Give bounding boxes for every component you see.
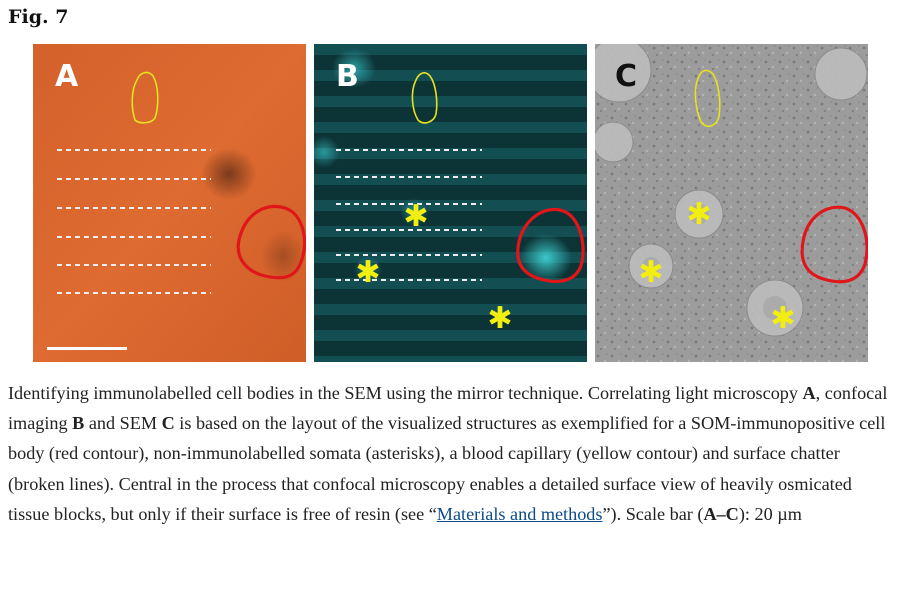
svg-text:✱: ✱	[355, 255, 380, 290]
panel-b-confocal: B ✱ ✱ ✱	[314, 44, 587, 362]
red-contour-som-cell	[800, 205, 868, 284]
scale-bar	[47, 347, 127, 350]
svg-text:✱: ✱	[686, 197, 711, 232]
caption-text: is based on the layout of the visualized…	[8, 413, 886, 524]
caption-text: Identifying immunolabelled cell bodies i…	[8, 383, 803, 403]
caption-text: ): 20 µm	[738, 503, 802, 524]
materials-and-methods-link[interactable]: Materials and methods	[436, 503, 603, 524]
broken-lines-surface-chatter	[336, 149, 482, 281]
yellow-contour-capillary	[411, 71, 438, 124]
asterisk-icon: ✱ ✱ ✱	[638, 197, 795, 336]
caption-panel-ref: A	[802, 383, 816, 403]
caption-panel-range: A–C	[703, 503, 739, 524]
caption-text: ”). Scale bar (	[602, 503, 704, 524]
panel-a-letter: A	[55, 59, 79, 94]
broken-lines-surface-chatter	[57, 149, 211, 294]
svg-text:✱: ✱	[638, 255, 663, 290]
svg-text:✱: ✱	[487, 301, 512, 336]
panel-c-sem: C ✱ ✱ ✱	[595, 44, 868, 362]
panel-c-letter: C	[615, 59, 637, 94]
caption-text: , confocal imaging	[8, 383, 888, 434]
asterisk-icon: ✱ ✱ ✱	[355, 199, 512, 336]
figure-label: Fig. 7	[8, 6, 69, 28]
red-contour-som-cell	[236, 205, 306, 280]
yellow-contour-capillary	[131, 71, 159, 124]
panel-b-letter: B	[336, 59, 359, 94]
svg-text:✱: ✱	[403, 199, 428, 234]
panel-a-light-microscopy: A	[33, 44, 306, 362]
yellow-contour-capillary	[694, 69, 721, 128]
red-contour-som-cell	[516, 207, 585, 284]
figure-caption: Identifying immunolabelled cell bodies i…	[8, 378, 888, 529]
caption-text: and SEM	[84, 413, 162, 434]
caption-panel-ref: C	[161, 413, 175, 434]
svg-text:✱: ✱	[770, 301, 795, 336]
caption-panel-ref: B	[72, 413, 85, 434]
